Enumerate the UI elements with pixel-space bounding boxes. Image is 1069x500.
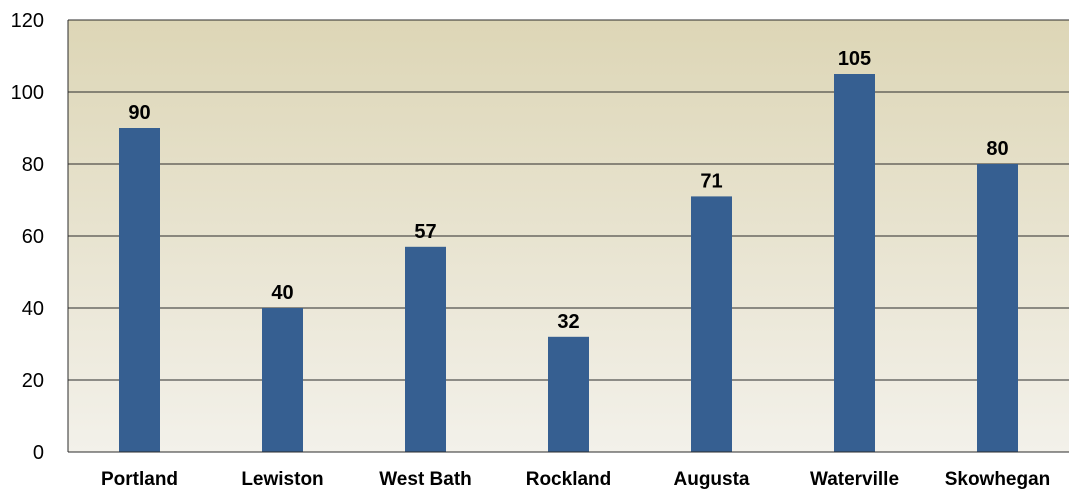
bar <box>405 246 446 452</box>
bar <box>691 196 732 452</box>
bar <box>977 164 1018 452</box>
x-category-label: Rockland <box>526 469 612 490</box>
y-tick-label: 40 <box>22 298 44 320</box>
y-tick-label: 120 <box>11 10 44 32</box>
bar <box>548 336 589 452</box>
bars <box>119 74 1018 452</box>
y-tick-label: 60 <box>22 226 44 248</box>
bar <box>834 74 875 452</box>
x-category-label: West Bath <box>379 469 472 490</box>
data-label: 90 <box>128 102 150 124</box>
axes <box>67 20 1069 453</box>
x-category-label: Augusta <box>674 469 750 490</box>
labels: 0 20 40 60 80 100 120 90 Portland 40 Lewiston 57 Wes… <box>11 10 1051 490</box>
data-label: 40 <box>271 282 293 304</box>
x-category-label: Portland <box>101 469 178 490</box>
gridlines <box>68 19 1069 381</box>
x-category-label: Waterville <box>810 469 899 490</box>
x-category-label: Lewiston <box>241 469 323 490</box>
y-tick-label: 20 <box>22 370 44 392</box>
bar <box>262 308 303 452</box>
y-tick-label: 100 <box>11 82 44 104</box>
data-label: 57 <box>414 221 436 243</box>
data-label: 105 <box>838 48 871 70</box>
y-tick-label: 0 <box>33 442 44 464</box>
y-tick-label: 80 <box>22 154 44 176</box>
data-label: 71 <box>700 170 722 192</box>
x-category-label: Skowhegan <box>945 469 1051 490</box>
data-label: 80 <box>986 138 1008 160</box>
bar <box>119 128 160 452</box>
data-label: 32 <box>557 311 579 333</box>
